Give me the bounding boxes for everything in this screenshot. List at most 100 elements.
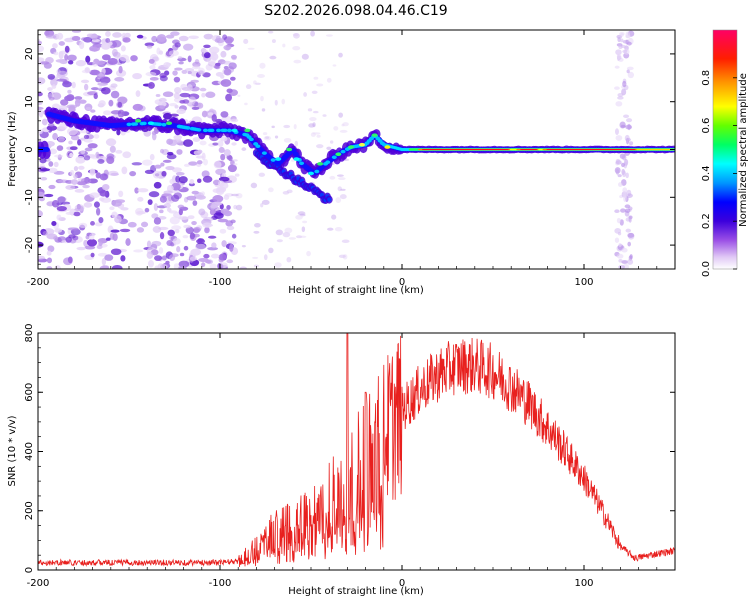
spectrogram-blob <box>294 140 298 147</box>
spectrogram-blob <box>111 264 123 269</box>
spectrogram-blob <box>67 89 72 94</box>
spectrogram-blob <box>105 31 111 37</box>
spectrogram-blob <box>182 235 189 239</box>
spectrogram-blob <box>133 122 139 126</box>
spectrogram-blob <box>248 137 254 142</box>
spectrogram-blob <box>42 231 48 236</box>
snr-background <box>38 333 675 570</box>
spectrogram-blob <box>59 122 68 130</box>
spectrogram-blob <box>239 266 248 269</box>
spectrogram-blob <box>80 79 90 84</box>
spectrogram-blob <box>624 208 631 213</box>
spectrogram-blob <box>247 47 255 50</box>
spectrogram-blob <box>314 169 320 174</box>
spectrogram-blob <box>220 79 232 87</box>
spectrogram-blob <box>173 263 180 269</box>
spectrogram-blob <box>90 252 95 258</box>
snr-panel: -200 -100 0 100 0 200 400 600 800 Height of stra… <box>7 323 676 597</box>
snr-series-line <box>38 333 675 568</box>
spectrogram-blob <box>271 125 275 129</box>
spectrogram-blob <box>326 77 332 83</box>
snr-ylabel: SNR (10 * v/v) <box>7 415 18 486</box>
spectrogram-blob <box>222 128 228 133</box>
spectrogram-blob <box>95 151 100 159</box>
spectrogram-blob <box>161 170 167 177</box>
spectrogram-blob <box>338 254 346 259</box>
spectrogram-blob <box>621 162 625 168</box>
colorbar-tick-label: 0.8 <box>701 70 712 86</box>
spectrogram-blob <box>201 170 210 178</box>
spectrogram-blob <box>286 257 292 263</box>
spectrogram-blob <box>62 80 70 85</box>
spectrogram-blob <box>625 228 632 233</box>
spectrogram-blob <box>48 184 56 190</box>
spectrogram-blob <box>130 55 138 62</box>
spectrogram-blob <box>158 247 164 254</box>
spectrogram-blob <box>326 146 332 150</box>
spectrogram-blob <box>101 257 107 266</box>
spectrogram-blob <box>84 147 93 152</box>
colorbar-tick-label: 0.0 <box>701 261 712 277</box>
spectrogram-blob <box>38 45 45 53</box>
spectrogram-blob <box>163 203 171 209</box>
spectrogram-blob <box>621 260 629 264</box>
spectrogram-blob <box>152 225 162 233</box>
colorbar-ticks: 0.0 0.2 0.4 0.6 0.8 <box>701 70 737 277</box>
spectrogram-blob <box>202 222 213 228</box>
spectrogram-blob <box>38 255 45 260</box>
spectrogram-blob <box>149 76 159 81</box>
spectrogram-blob <box>163 190 173 194</box>
snr-ytick-label: 800 <box>24 323 35 342</box>
spectrogram-blob <box>216 187 225 195</box>
spectrogram-blob <box>211 114 217 122</box>
colorbar-gradient <box>712 29 738 270</box>
spectrogram-blob <box>310 132 316 137</box>
spectrogram-blob <box>144 42 155 47</box>
spectrogram-blob <box>203 158 208 166</box>
spectrogram-blob <box>172 39 180 45</box>
spectrogram-blob <box>188 96 197 105</box>
spectrogram-blob <box>214 38 225 44</box>
spectrogram-blob <box>85 106 92 111</box>
spectrogram-blob <box>185 126 191 130</box>
spectrogram-blob <box>179 92 191 98</box>
spectrogram-blob <box>244 128 251 133</box>
spectrogram-blob <box>331 214 337 220</box>
spectrogram-blob <box>288 237 297 240</box>
spectrogram-blob <box>616 53 622 60</box>
spectrogram-blob <box>234 173 240 177</box>
spectrogram-blob <box>301 226 306 233</box>
spectrogram-blob <box>110 172 119 176</box>
spectrogram-blob <box>268 187 274 193</box>
spectrogram-blob <box>332 64 337 67</box>
spectrogram-blob <box>335 197 342 204</box>
spectrogram-blob <box>56 32 64 40</box>
snr-ytick-label: 600 <box>24 383 35 402</box>
spectrogram-blob <box>618 182 623 187</box>
spectrogram-blob <box>210 253 220 259</box>
spectrogram-blob <box>172 70 178 76</box>
spectrogram-blob <box>115 149 123 154</box>
spectrogram-blob <box>325 160 331 165</box>
spectrogram-blob <box>626 118 633 123</box>
spectrogram-blob <box>65 211 75 215</box>
spectrogram-blob <box>325 34 333 37</box>
spectrogram-blob <box>68 234 76 239</box>
spectrogram-blob <box>371 133 378 137</box>
spectrogram-blob <box>260 95 264 102</box>
spectrogram-blob <box>615 49 622 56</box>
spectrogram-blob <box>48 161 54 167</box>
spectrogram-blob <box>110 229 120 233</box>
spectrogram-blob <box>147 82 155 89</box>
spectrogram-blob <box>226 204 231 210</box>
spectrogram-blob <box>112 32 122 38</box>
spectrogram-blob <box>104 254 114 261</box>
spectrogram-blob <box>166 153 177 160</box>
spectrogram-blob <box>261 151 267 155</box>
spectrogram-blob <box>183 245 189 251</box>
spectrogram-blob <box>56 205 67 212</box>
spectrogram-blob <box>329 140 334 144</box>
spectrogram-blob <box>183 163 190 167</box>
spectrogram-blob <box>120 45 126 52</box>
spectrogram-blob <box>74 204 85 212</box>
